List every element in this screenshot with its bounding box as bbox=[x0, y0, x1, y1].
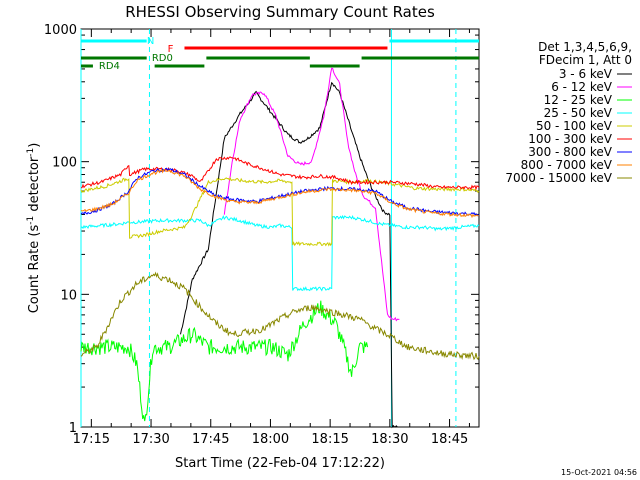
legend-entry-label: 300 - 800 keV bbox=[528, 145, 612, 159]
legend-header-line-2: FDecim 1, Att 0 bbox=[539, 53, 632, 67]
legend-entry-label: 6 - 12 keV bbox=[551, 80, 613, 94]
y-tick-label: 1000 bbox=[44, 23, 77, 38]
chart-title: RHESSI Observing Summary Count Rates bbox=[125, 3, 435, 21]
x-tick-label: 18:00 bbox=[252, 432, 289, 447]
series-line bbox=[80, 271, 480, 361]
footer-timestamp: 15-Oct-2021 04:56 bbox=[561, 468, 637, 477]
series-line bbox=[80, 167, 480, 217]
series-line bbox=[80, 156, 480, 191]
rd4-bar-label: RD4 bbox=[99, 61, 120, 72]
x-axis-label: Start Time (22-Feb-04 17:12:22) bbox=[175, 456, 385, 471]
rd0-bar-label: RD0 bbox=[152, 53, 173, 64]
y-tick-label: 1 bbox=[69, 421, 77, 436]
x-tick-label: 17:30 bbox=[132, 432, 169, 447]
legend-entry-label: 100 - 300 keV bbox=[528, 132, 612, 146]
series-line bbox=[180, 81, 400, 429]
series-group bbox=[80, 67, 480, 429]
y-tick-label: 100 bbox=[52, 156, 77, 171]
series-line bbox=[80, 214, 480, 292]
x-tick-label: 18:45 bbox=[431, 432, 468, 447]
legend-entry-label: 7000 - 15000 keV bbox=[505, 171, 612, 185]
n-bar-label: N bbox=[147, 36, 154, 47]
y-axis-label: Count Rate (s-1 detector-1) bbox=[26, 143, 42, 314]
legend-entry-label: 25 - 50 keV bbox=[544, 106, 613, 120]
axes-group: 17:15 17:30 17:45 18:00 18:15 18:30 18:45 1 10 10… bbox=[44, 23, 479, 447]
legend-entry-label: 50 - 100 keV bbox=[536, 119, 613, 133]
series-line bbox=[80, 300, 369, 422]
x-tick-label: 18:15 bbox=[311, 432, 348, 447]
legend-header-line-1: Det 1,3,4,5,6,9, bbox=[538, 40, 632, 54]
series-line bbox=[80, 168, 480, 219]
x-tick-label: 18:30 bbox=[371, 432, 408, 447]
x-tick-label: 17:45 bbox=[192, 432, 229, 447]
series-line bbox=[223, 67, 400, 322]
y-tick-label: 10 bbox=[60, 288, 77, 303]
f-bar-label: F bbox=[168, 44, 174, 55]
series-line bbox=[80, 176, 480, 247]
legend-entry-label: 3 - 6 keV bbox=[559, 67, 613, 81]
legend-entry-label: 800 - 7000 keV bbox=[521, 158, 613, 172]
x-tick-label: 17:15 bbox=[73, 432, 110, 447]
legend-entry-label: 12 - 25 keV bbox=[544, 93, 613, 107]
